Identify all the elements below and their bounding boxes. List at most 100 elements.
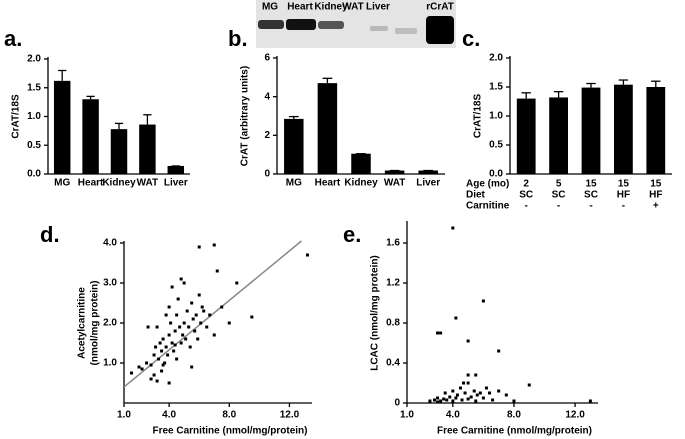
point — [491, 398, 495, 402]
blot-label: rCrAT — [426, 2, 454, 13]
point — [194, 313, 198, 317]
y-axis-title: (nmol/mg protein) — [90, 281, 101, 366]
point — [220, 305, 224, 309]
x-tick-label: 12.0 — [565, 410, 585, 421]
y-axis-title: CrAT/18S — [473, 94, 484, 139]
point — [149, 377, 153, 381]
bar — [516, 98, 536, 174]
point — [184, 337, 188, 341]
x-tick-label: 4.0 — [446, 410, 460, 421]
y-axis-title: CrAT (arbitrary units) — [240, 66, 251, 166]
table-cell: SC — [584, 190, 598, 201]
table-cell: SC — [519, 190, 533, 201]
point — [439, 331, 443, 335]
point — [463, 391, 467, 395]
blot-band — [426, 16, 454, 44]
point — [474, 373, 478, 377]
point — [212, 243, 216, 247]
point — [167, 333, 171, 337]
blot-band — [370, 26, 388, 31]
point — [481, 396, 485, 400]
point — [172, 349, 176, 353]
blot-band — [395, 28, 417, 34]
point — [161, 337, 165, 341]
point — [436, 331, 440, 335]
point — [176, 297, 180, 301]
table-cell: 15 — [650, 179, 662, 190]
point — [169, 321, 173, 325]
bar — [167, 165, 185, 174]
point — [227, 321, 231, 325]
y-tick-label: 2 — [264, 130, 270, 141]
point — [175, 313, 179, 317]
point — [469, 395, 473, 399]
bar — [284, 118, 304, 174]
point — [199, 321, 203, 325]
x-tick-label: MG — [286, 178, 302, 189]
point — [455, 393, 459, 397]
point — [197, 245, 201, 249]
table-cell: 2 — [523, 179, 529, 190]
point — [170, 285, 174, 289]
point — [154, 345, 158, 349]
point — [175, 357, 179, 361]
y-tick-label: 0 — [264, 169, 270, 180]
point — [155, 325, 159, 329]
y-axis-title: LCAC (nmol/mg protein) — [370, 255, 381, 371]
x-axis-title: Free Carnitine (nmol/mg/protein) — [437, 426, 592, 437]
point — [462, 381, 466, 385]
point — [188, 345, 192, 349]
point — [512, 399, 516, 403]
y-axis-title: Acetylcarnitine — [77, 287, 88, 359]
point — [187, 325, 191, 329]
bar — [614, 84, 633, 174]
point — [178, 325, 182, 329]
x-tick-label: Kidney — [102, 178, 136, 189]
point — [190, 301, 194, 305]
table-cell: - — [622, 201, 625, 212]
fit-line — [123, 240, 302, 388]
y-axis-title: CrAT/18S — [11, 94, 22, 139]
bar — [82, 99, 99, 174]
point — [451, 399, 455, 403]
point — [454, 396, 458, 400]
point — [472, 389, 476, 393]
table-cell: 5 — [556, 179, 562, 190]
point — [181, 333, 185, 337]
y-tick-label: 1.6 — [386, 238, 400, 249]
point — [436, 400, 440, 404]
x-tick-label: Heart — [78, 178, 104, 189]
point — [157, 357, 161, 361]
y-tick-label: 1.0 — [489, 111, 503, 122]
table-row-label: Carnitine — [466, 201, 510, 212]
point — [163, 361, 167, 365]
point — [588, 399, 592, 403]
point — [454, 316, 458, 320]
panel-label: a. — [4, 26, 22, 51]
point — [161, 363, 165, 367]
y-tick-label: 0.0 — [27, 169, 41, 180]
y-tick-label: 0 — [394, 398, 400, 409]
blot-label: Liver — [366, 2, 390, 13]
point — [436, 396, 440, 400]
point — [167, 305, 171, 309]
point — [433, 398, 437, 402]
y-tick-label: 4 — [264, 91, 270, 102]
point — [182, 281, 186, 285]
y-tick-label: 0.8 — [386, 318, 400, 329]
point — [527, 383, 531, 387]
blot-band — [318, 21, 344, 29]
blot-label: Heart — [287, 2, 313, 13]
y-tick-label: 2.0 — [103, 318, 117, 329]
point — [164, 345, 168, 349]
panel-label: b. — [228, 26, 248, 51]
blot-band — [258, 20, 284, 29]
point — [196, 337, 200, 341]
point — [200, 305, 204, 309]
point — [466, 373, 470, 377]
table-cell: HF — [649, 190, 662, 201]
point — [208, 313, 212, 317]
point — [488, 391, 492, 395]
point — [215, 269, 219, 273]
